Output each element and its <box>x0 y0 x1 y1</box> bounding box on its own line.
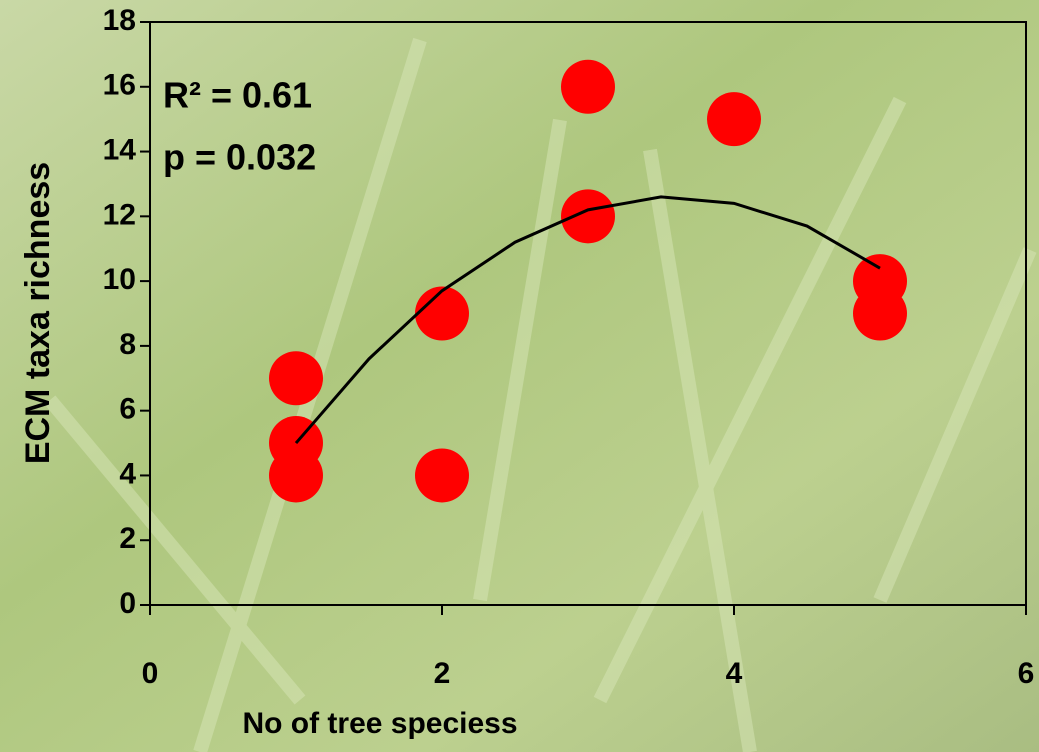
y-tick-label: 18 <box>103 4 136 37</box>
y-tick-label: 12 <box>103 198 136 231</box>
y-tick-label: 10 <box>103 263 136 296</box>
y-tick-label: 8 <box>119 328 136 361</box>
y-tick-label: 4 <box>119 457 136 490</box>
x-axis-title: No of tree speciess <box>242 707 517 740</box>
annotation: R² = 0.61 <box>163 75 312 116</box>
trendline <box>294 195 881 445</box>
y-tick-label: 0 <box>119 587 136 620</box>
x-tick-label: 2 <box>434 657 451 690</box>
point <box>561 59 615 114</box>
annotation: p = 0.032 <box>163 137 316 178</box>
y-tick-label: 14 <box>103 133 137 166</box>
x-tick-label: 6 <box>1018 657 1035 690</box>
y-tick-label: 16 <box>103 69 136 102</box>
point <box>707 92 761 147</box>
x-tick-label: 0 <box>142 657 159 690</box>
point <box>853 286 907 341</box>
point <box>415 448 469 503</box>
x-tick-label: 4 <box>726 657 743 690</box>
point <box>269 351 323 406</box>
y-tick-label: 6 <box>119 393 136 426</box>
point <box>561 189 615 244</box>
point <box>269 448 323 503</box>
background-leaves <box>44 37 1037 752</box>
y-axis-title: ECM taxa richness <box>19 162 57 464</box>
plot-area <box>149 21 1027 606</box>
point <box>415 286 469 341</box>
y-tick-label: 2 <box>119 522 136 555</box>
